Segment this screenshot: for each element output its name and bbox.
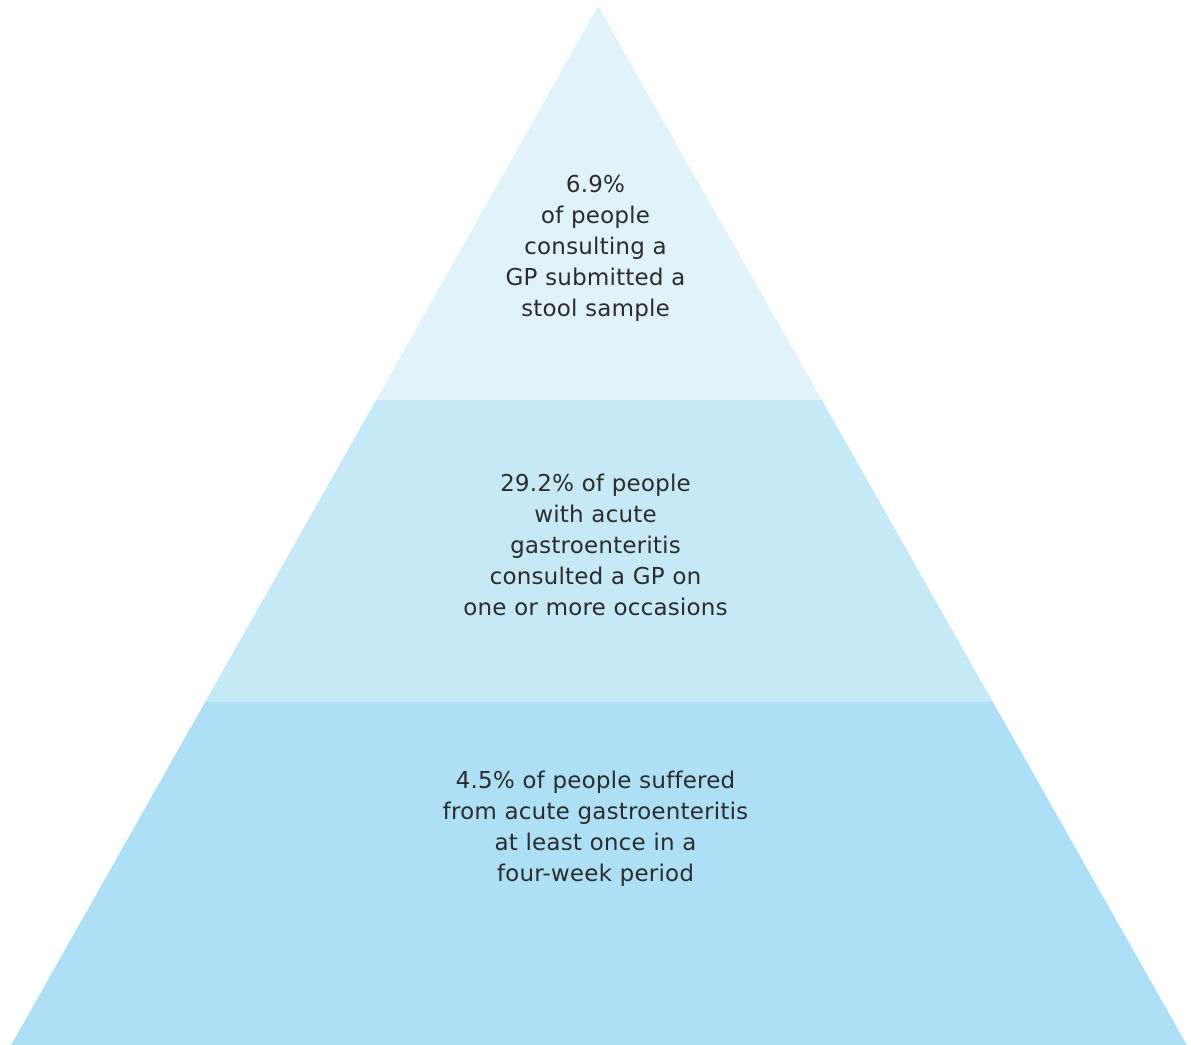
tier-middle-line: gastroenteritis	[510, 533, 681, 559]
tier-bottom-line: four-week period	[496, 861, 695, 887]
tier-middle-label: 29.2% of people with acute gastroenterit…	[0, 469, 1191, 624]
tier-top-line: stool sample	[521, 296, 670, 322]
pyramid-tier-top	[376, 6, 822, 400]
tier-top-label: 6.9% of people consulting a GP submitted…	[0, 170, 1191, 325]
tier-middle-line: 29.2% of people	[500, 471, 691, 497]
tier-bottom-line: from acute gastroenteritis	[442, 799, 749, 825]
tier-middle-line: with acute	[534, 502, 657, 528]
tier-bottom-line: at least once in a	[494, 830, 697, 856]
tier-top-line: consulting a	[524, 234, 667, 260]
tier-top-line: of people	[540, 203, 651, 229]
pyramid-tier-bottom	[11, 702, 1187, 1045]
tier-top-line: GP submitted a	[505, 265, 686, 291]
tier-top-line: 6.9%	[565, 172, 626, 198]
tier-middle-line: consulted a GP on	[489, 564, 702, 590]
tier-middle-line: one or more occasions	[463, 595, 728, 621]
tier-bottom-label: 4.5% of people suffered from acute gastr…	[0, 766, 1191, 890]
pyramid-tier-middle	[205, 400, 993, 702]
tier-bottom-line: 4.5% of people suffered	[455, 768, 736, 794]
